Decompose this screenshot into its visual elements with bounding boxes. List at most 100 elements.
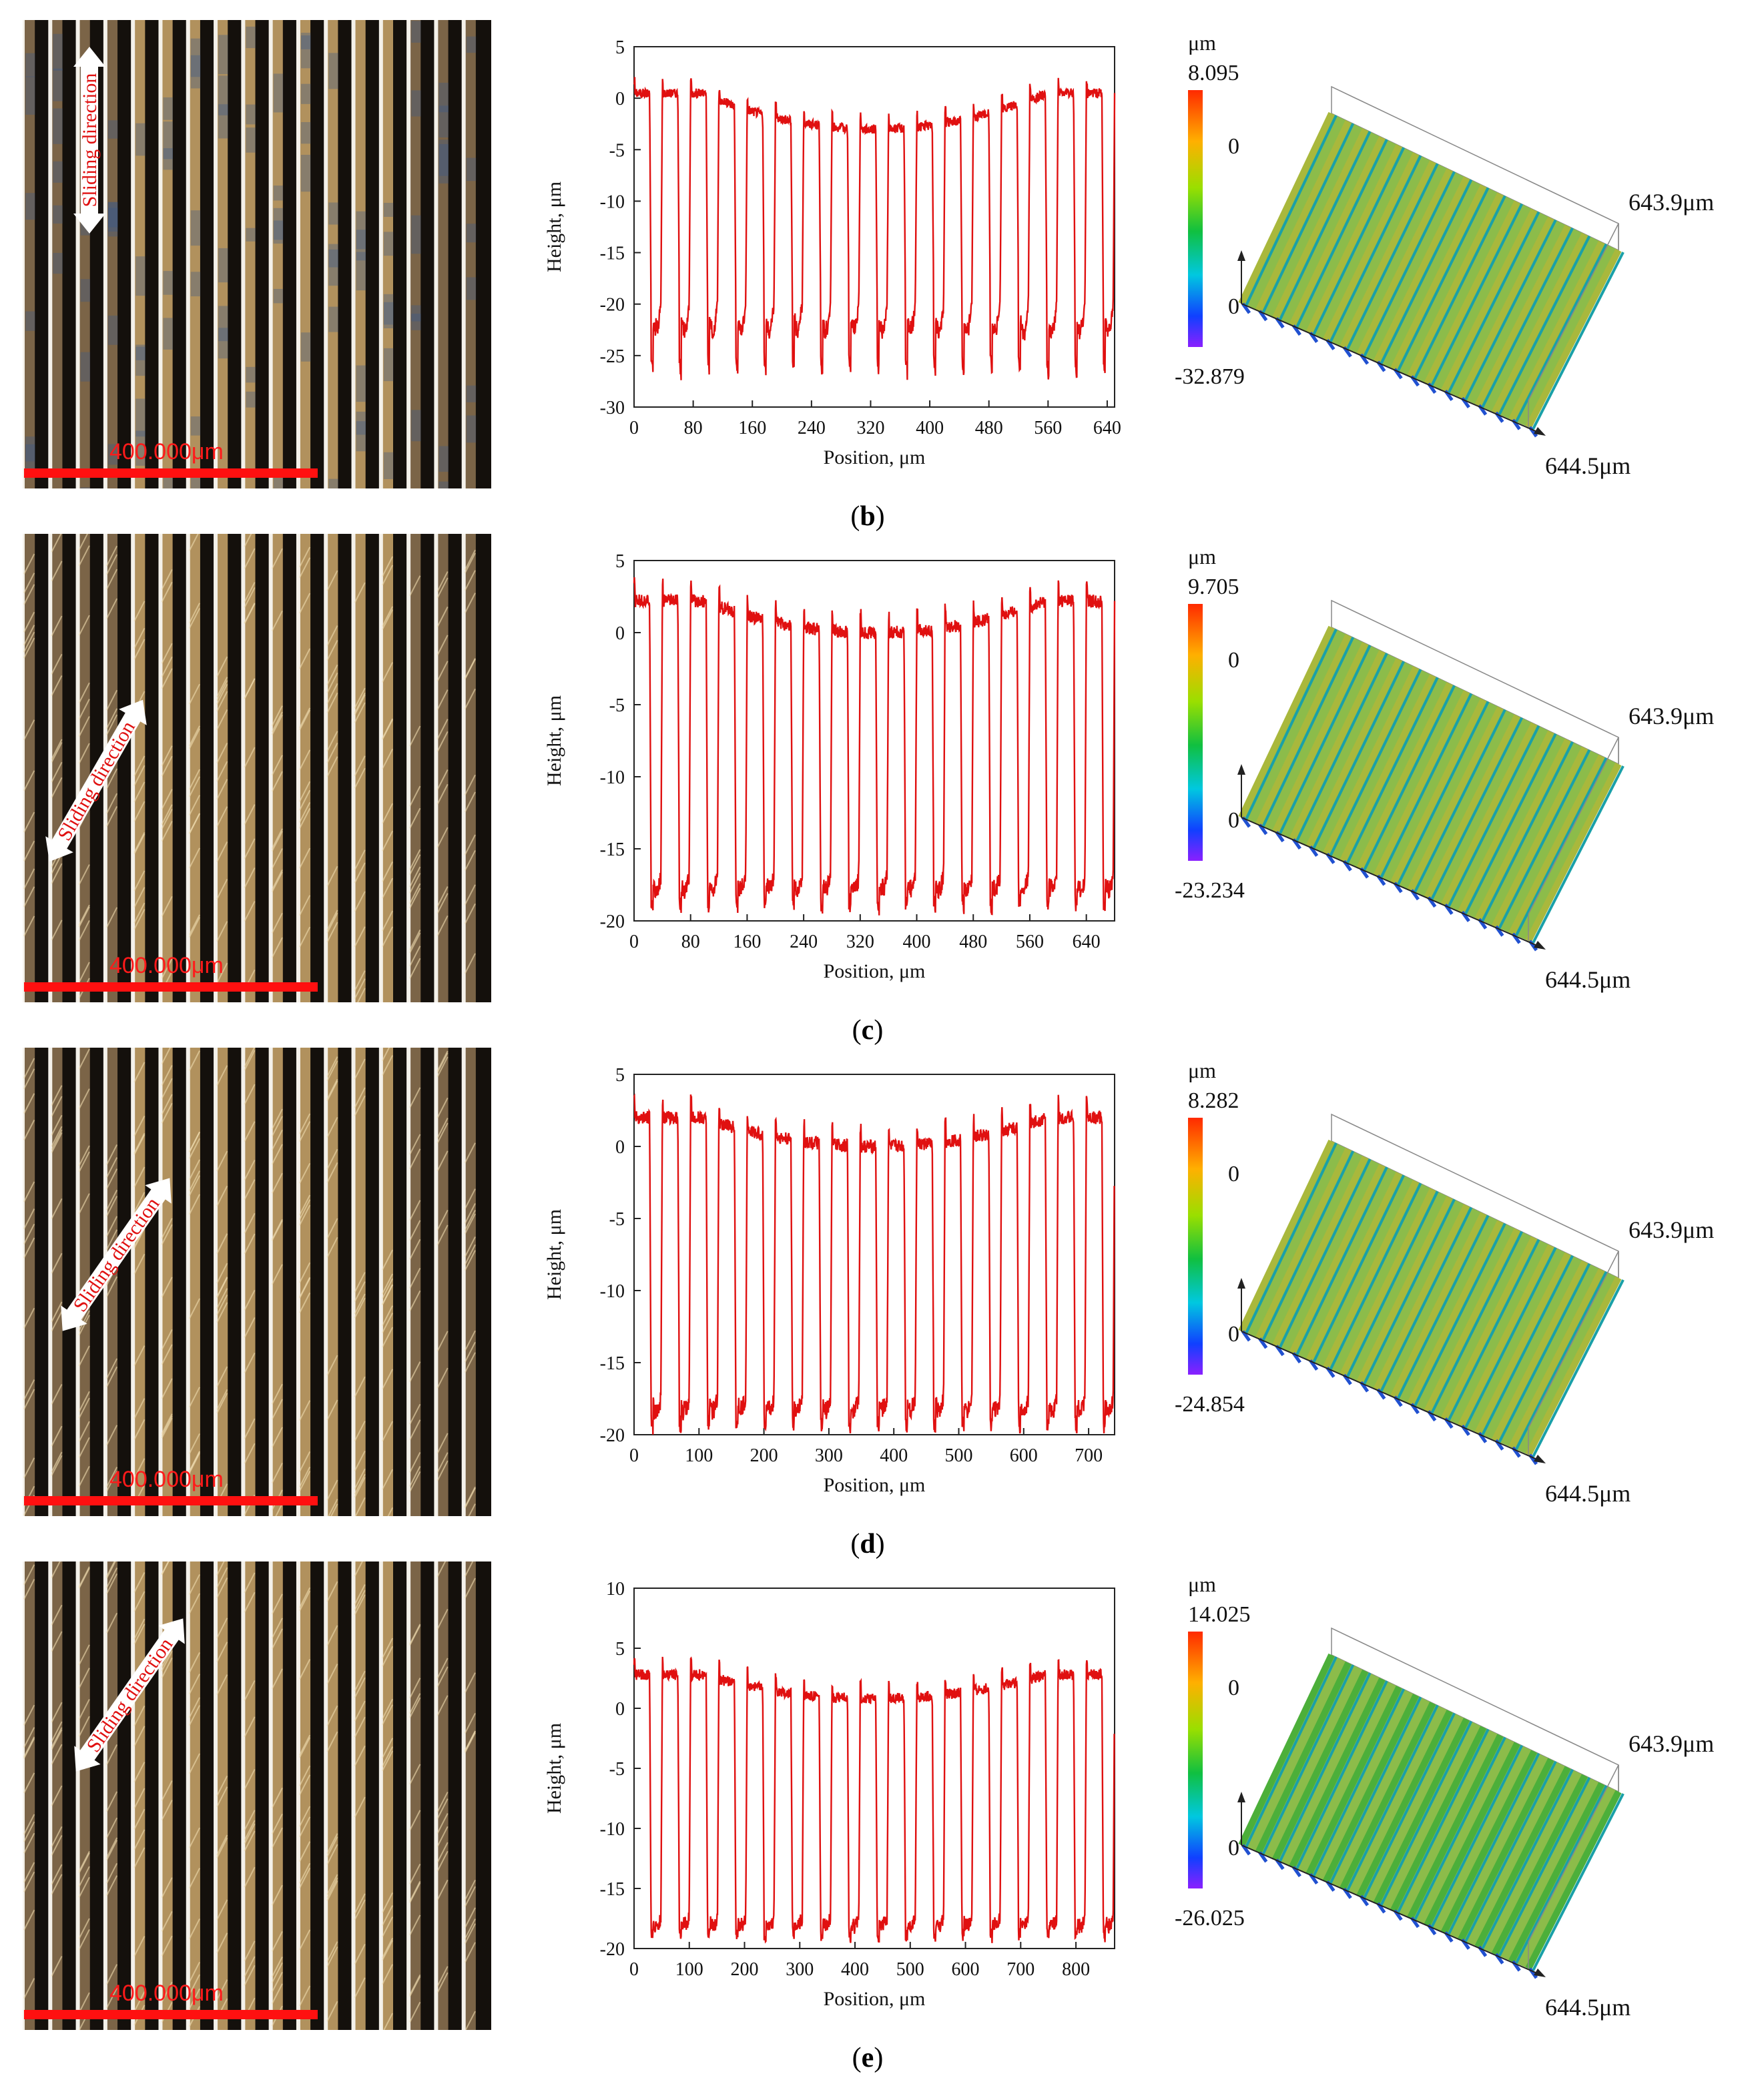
wear-streak [133,833,145,855]
wear-streak [78,906,90,928]
wear-streak [244,1048,256,1068]
debris-spot [273,186,284,201]
wear-streak [354,582,366,603]
surface-groove [1363,171,1456,358]
wear-streak [78,962,90,983]
panel-row-c: Sliding direction 400.000μm 0 80 160 240 320… [0,534,1764,1048]
wear-streak [436,1433,449,1454]
wear-streak [105,806,118,827]
wear-streak [105,1875,118,1896]
surface-groove [1245,1656,1338,1848]
groove-edge-highlight [158,534,163,1002]
wear-streak [78,1145,90,1166]
groove-stripe [200,1561,216,2030]
wear-streak [244,1810,256,1831]
wear-streak [354,1477,366,1498]
surface-z-arrow-icon [1237,1792,1245,1802]
scale-bar [24,468,318,478]
wear-streak [216,691,228,712]
surface-groove [1278,1672,1372,1862]
wear-streak [161,668,173,689]
plateau-stripe [189,20,202,488]
wear-streak [326,2001,338,2022]
wear-streak [356,988,366,1002]
wear-streak [216,1277,228,1299]
debris-spot [218,248,228,283]
wear-streak [105,1358,118,1379]
plateau-stripe [217,20,229,488]
x-tick-label: 80 [684,418,703,438]
wear-streak [216,1065,228,1086]
debris-spot [438,139,449,176]
wear-streak [105,1168,118,1189]
surface-3d-svg-d: μm 8.282 0 0 -24.854 643.9μm 644.5μm [1175,1058,1714,1507]
wear-streak [409,1134,421,1155]
wear-streak [161,896,173,917]
bounding-box-edge [1528,1764,1619,1943]
wear-streak [78,1151,90,1172]
groove-stripe [255,534,271,1002]
wear-streak [244,1768,256,1790]
x-tick-label: 0 [629,1445,639,1466]
debris-spot [107,208,118,232]
surface-ridge [1491,232,1588,414]
debris-spot [356,421,366,452]
groove-edge-highlight [461,534,466,1002]
wear-streak [381,1937,394,1959]
wear-streak [436,689,449,710]
wear-streak [188,1138,200,1159]
wear-streak [326,1218,338,1239]
wear-streak [161,1329,173,1350]
y-tick-label: 10 [606,1579,625,1600]
plateau-stripe [106,1561,119,2030]
plateau-stripe [299,20,312,488]
surface-ridge [1289,650,1386,841]
wear-streak [23,1307,35,1329]
wear-streak [436,1367,449,1389]
y-tick-label: -15 [600,1879,625,1900]
wear-streak [354,1796,366,1818]
panel-label-c: (c) [852,1015,884,1046]
wear-streak [216,1302,228,1323]
wear-streak [271,714,283,735]
wear-streak [188,1159,200,1180]
groove-stripe [420,534,436,1002]
surface-x-axis [1241,1844,1542,1976]
wear-streak [78,904,90,926]
debris-spot [411,215,421,254]
wear-streak [133,1132,145,1154]
surface-ridge [1322,1180,1419,1369]
wear-streak [271,548,283,569]
wear-streak [133,870,145,892]
wear-streak [216,761,228,782]
wear-streak [271,1628,283,1650]
x-axis-label: Position, μm [824,446,926,468]
wear-streak [216,1366,228,1387]
wear-streak [381,749,394,769]
wear-streak [216,1979,228,2001]
wear-streak [51,1451,63,1473]
debris-spot [80,352,91,382]
wear-streak [275,1503,283,1516]
surface-dim-x: 644.5μm [1545,966,1631,993]
y-tick-label: 0 [615,623,625,644]
x-tick-label: 320 [856,418,884,438]
colorbar-min: -26.025 [1175,1906,1245,1931]
plateau-stripe [437,20,449,488]
x-axis-label: Position, μm [824,1474,926,1496]
wear-streak [105,1216,118,1237]
wear-streak [244,1317,256,1338]
wear-streak [299,1806,311,1827]
debris-spot [328,244,338,268]
micrograph-e: Sliding direction 400.000μm [23,1561,491,2030]
wear-streak [381,1273,394,1295]
groove-stripe [448,1561,464,2030]
wear-streak [381,565,394,586]
surface-groove [1430,203,1524,386]
wear-streak [464,1250,476,1271]
plateau-stripe [24,20,36,488]
groove-edge-highlight [378,20,383,488]
wear-streak [409,1693,421,1714]
wear-streak [271,1594,283,1615]
wear-streak [133,1458,145,1479]
